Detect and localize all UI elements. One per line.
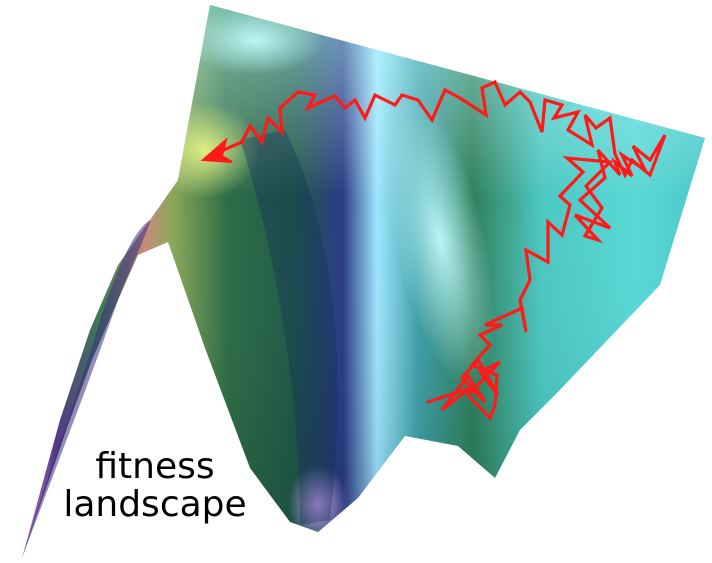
evolutionary-path [200,79,667,421]
far-highlight [185,5,325,75]
label-line-2: landscape [63,484,247,525]
fitness-landscape-label: fitness landscape [40,448,270,524]
random-walk-path [213,79,667,421]
arrowhead-icon [200,137,233,163]
peak-front-edge [22,220,150,558]
valley-shadow [240,130,338,525]
label-line-1: fitness [95,446,215,487]
ridge-highlight [386,92,494,388]
